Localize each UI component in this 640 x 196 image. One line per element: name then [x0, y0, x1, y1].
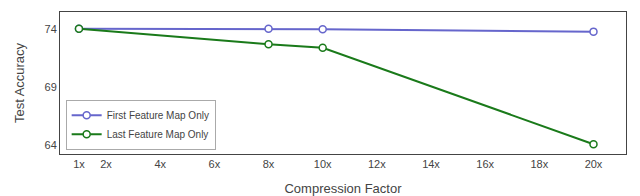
svg-text:18x: 18x: [530, 158, 548, 170]
svg-text:Last Feature Map Only: Last Feature Map Only: [107, 129, 209, 140]
svg-text:4x: 4x: [154, 158, 166, 170]
svg-text:Test Accuracy: Test Accuracy: [12, 42, 27, 123]
svg-text:2x: 2x: [100, 158, 112, 170]
svg-text:10x: 10x: [314, 158, 332, 170]
svg-text:64: 64: [45, 139, 57, 151]
svg-text:8x: 8x: [263, 158, 275, 170]
svg-text:20x: 20x: [585, 158, 603, 170]
svg-text:6x: 6x: [209, 158, 221, 170]
svg-text:74: 74: [45, 23, 57, 35]
svg-text:16x: 16x: [476, 158, 494, 170]
svg-text:1x: 1x: [73, 158, 85, 170]
svg-text:First Feature Map Only: First Feature Map Only: [107, 110, 209, 121]
svg-text:14x: 14x: [422, 158, 440, 170]
svg-text:69: 69: [45, 81, 57, 93]
svg-text:12x: 12x: [368, 158, 386, 170]
svg-text:Compression Factor: Compression Factor: [284, 181, 402, 196]
